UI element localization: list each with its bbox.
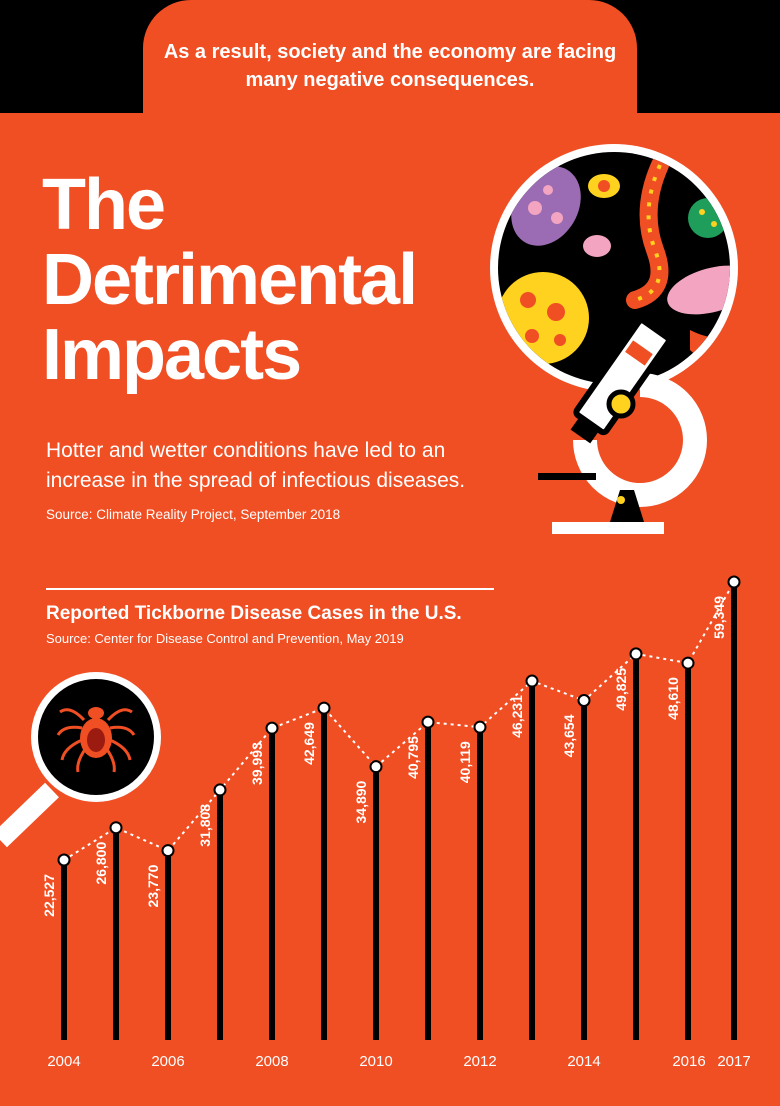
x-tick-2010: 2010	[359, 1053, 392, 1070]
intro-text: Hotter and wetter conditions have led to…	[46, 439, 466, 492]
value-label-2012: 40,119	[457, 741, 473, 783]
value-label-2009: 42,649	[301, 722, 317, 765]
value-label-2007: 31,808	[197, 804, 213, 847]
value-label-2004: 22,527	[41, 874, 57, 917]
x-tick-2017: 2017	[717, 1053, 750, 1070]
series-line	[63, 581, 735, 861]
top-banner	[143, 0, 637, 120]
value-label-2010: 34,890	[353, 780, 369, 823]
x-tick-2008: 2008	[255, 1053, 288, 1070]
x-tick-2016: 2016	[672, 1053, 705, 1070]
section-divider	[46, 588, 494, 590]
x-tick-2012: 2012	[463, 1053, 496, 1070]
value-label-2017: 59,349	[711, 596, 727, 639]
point-2016	[681, 656, 695, 670]
point-2013	[525, 674, 539, 688]
point-2004	[57, 853, 71, 867]
point-2014	[577, 693, 591, 707]
point-2006	[161, 844, 175, 858]
point-2009	[317, 701, 331, 715]
chart-title: Reported Tickborne Disease Cases in the …	[46, 603, 462, 624]
x-tick-2014: 2014	[567, 1053, 600, 1070]
x-tick-2006: 2006	[151, 1053, 184, 1070]
value-label-2005: 26,800	[93, 842, 109, 885]
point-2005	[109, 821, 123, 835]
value-label-2013: 46,231	[509, 695, 525, 738]
point-2007	[213, 783, 227, 797]
tick-icon	[56, 707, 136, 773]
x-tick-2004: 2004	[47, 1053, 80, 1070]
page-title: The Detrimental Impacts	[42, 165, 418, 395]
point-2008	[265, 721, 279, 735]
microbes-icon	[490, 144, 738, 392]
value-label-2008: 39,993	[249, 742, 265, 785]
value-label-2014: 43,654	[561, 714, 577, 757]
intro-source: Source: Climate Reality Project, Septemb…	[46, 507, 341, 522]
value-label-2011: 40,795	[405, 736, 421, 779]
microscope-icon	[538, 317, 707, 534]
point-2011	[421, 715, 435, 729]
chart-source: Source: Center for Disease Control and P…	[46, 631, 404, 646]
value-label-2006: 23,770	[145, 864, 161, 907]
value-label-2016: 48,610	[665, 677, 681, 720]
point-2012	[473, 720, 487, 734]
point-2015	[629, 647, 643, 661]
magnifier-icon	[0, 672, 161, 848]
point-2010	[369, 760, 383, 774]
title-line-3: Impacts	[42, 315, 302, 395]
point-2017	[727, 575, 741, 589]
value-label-2015: 49,825	[613, 668, 629, 711]
banner-text: As a result, society and the economy are…	[163, 41, 617, 91]
title-line-2: Detrimental	[42, 240, 418, 320]
title-line-1: The	[42, 165, 166, 245]
